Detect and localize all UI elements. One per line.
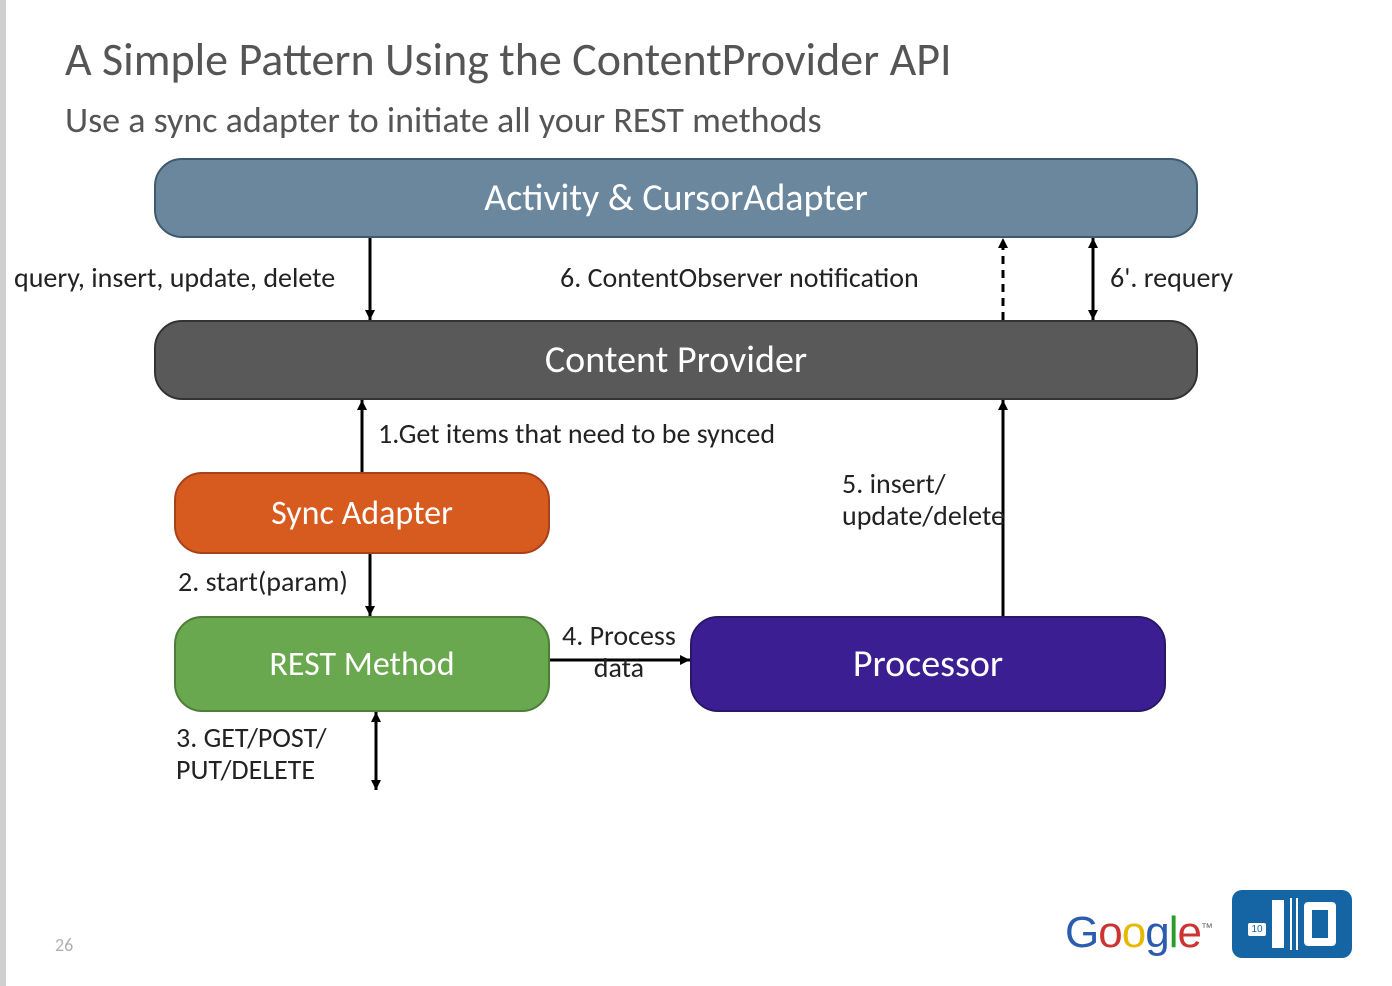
node-label: Processor (853, 641, 1003, 687)
page-number: 26 (55, 934, 73, 956)
edge-label-line: 4. Process (562, 618, 676, 653)
edge-label-line: 5. insert/ (842, 466, 946, 501)
google-logo: Google™ (1065, 908, 1212, 958)
edge-label-insert-update-delete: 5. insert/ update/delete (842, 468, 1005, 532)
node-activity-cursoradapter: Activity & CursorAdapter (154, 158, 1198, 238)
node-label: REST Method (269, 644, 454, 685)
node-label: Sync Adapter (271, 493, 453, 534)
architecture-diagram: Activity & CursorAdapter Content Provide… (0, 0, 1392, 986)
edge-label-crud: query, insert, update, delete (14, 262, 335, 294)
edge-label-line: PUT/DELETE (176, 752, 315, 787)
edge-label-line: update/delete (842, 498, 1005, 533)
node-content-provider: Content Provider (154, 320, 1198, 400)
edge-label-get-items: 1.Get items that need to be synced (378, 418, 775, 450)
badge-year: 10 (1248, 923, 1265, 936)
edge-label-line: data (594, 650, 644, 685)
node-label: Content Provider (545, 337, 807, 383)
edge-label-line: 3. GET/POST/ (176, 720, 327, 755)
node-sync-adapter: Sync Adapter (174, 472, 550, 554)
io-badge: 10 (1232, 890, 1352, 958)
edge-label-observer: 6. ContentObserver notification (560, 262, 919, 294)
node-rest-method: REST Method (174, 616, 550, 712)
edge-label-http-verbs: 3. GET/POST/ PUT/DELETE (176, 722, 327, 786)
node-label: Activity & CursorAdapter (484, 175, 868, 221)
edge-label-process-data: 4. Process data (562, 620, 676, 684)
edge-label-start-param: 2. start(param) (178, 566, 348, 598)
node-processor: Processor (690, 616, 1166, 712)
edge-label-requery: 6'. requery (1110, 262, 1233, 294)
